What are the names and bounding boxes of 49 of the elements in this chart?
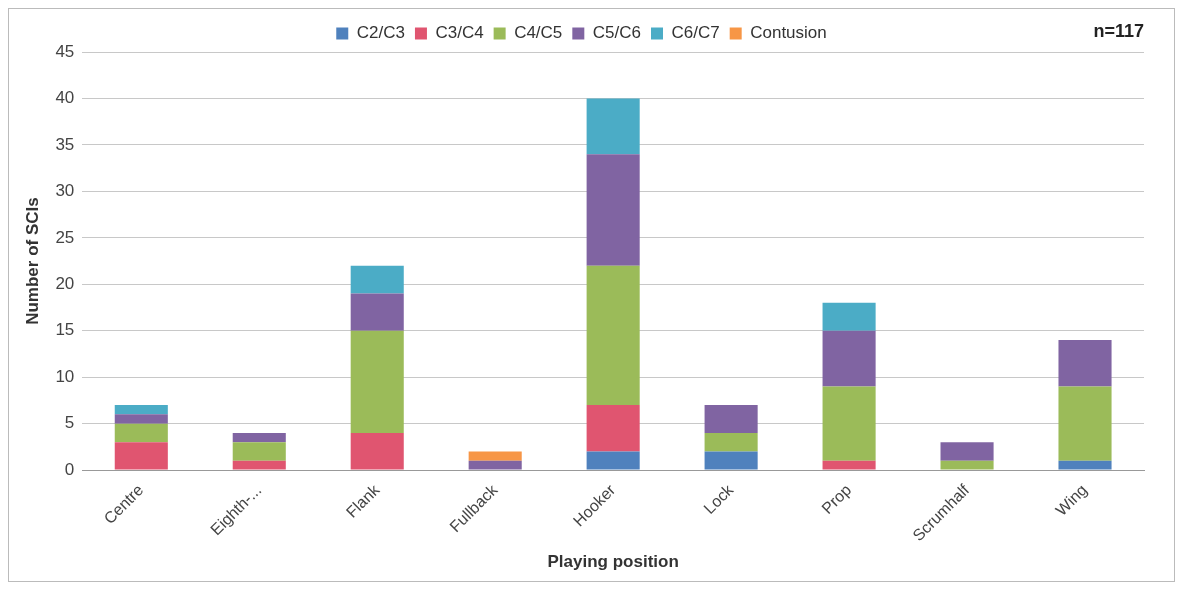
bar [114, 414, 168, 424]
bar [940, 442, 994, 461]
bar [350, 265, 404, 294]
bar [822, 460, 876, 470]
legend-label: C5/C6 [592, 23, 642, 43]
legend-label: C6/C7 [671, 23, 720, 43]
y-tick-label: 15 [55, 320, 75, 340]
bar [940, 460, 994, 470]
bar [114, 442, 168, 470]
y-tick-label: 25 [55, 227, 75, 247]
bar [586, 265, 640, 406]
bar [822, 386, 876, 461]
bar [1058, 386, 1112, 461]
bar [586, 405, 640, 452]
bar [350, 432, 404, 470]
bar [232, 432, 286, 443]
bar [1058, 340, 1112, 387]
y-tick-label: 20 [55, 273, 75, 293]
bar [822, 330, 876, 387]
bar [822, 302, 876, 331]
legend-label: C3/C4 [435, 23, 484, 43]
y-tick-label: 35 [55, 134, 75, 154]
y-tick-label: 45 [55, 41, 75, 61]
bar [468, 451, 522, 461]
legend-label: C4/C5 [514, 23, 563, 43]
bar [114, 423, 168, 443]
x-axis-title: Playing position [547, 552, 679, 572]
legend-label: Contusion [750, 23, 827, 43]
bar [350, 330, 404, 433]
y-tick-label: 5 [64, 413, 75, 433]
y-tick-label: 10 [55, 366, 75, 386]
y-axis-title: Number of SCIs [22, 197, 42, 325]
bar [586, 98, 640, 155]
bar [1058, 460, 1112, 470]
bar [586, 154, 640, 266]
bar [586, 451, 640, 470]
y-tick-label: 30 [55, 181, 75, 201]
bar [704, 451, 758, 470]
bar [232, 442, 286, 461]
bar [468, 460, 522, 470]
bar [114, 405, 168, 415]
y-tick-label: 0 [64, 459, 75, 479]
text: n=117 [1093, 20, 1144, 41]
legend-label: C2/C3 [356, 23, 405, 43]
y-tick-label: 40 [55, 88, 75, 108]
bar [704, 432, 758, 452]
bar [350, 293, 404, 331]
bar [232, 460, 286, 470]
bar [704, 405, 758, 433]
